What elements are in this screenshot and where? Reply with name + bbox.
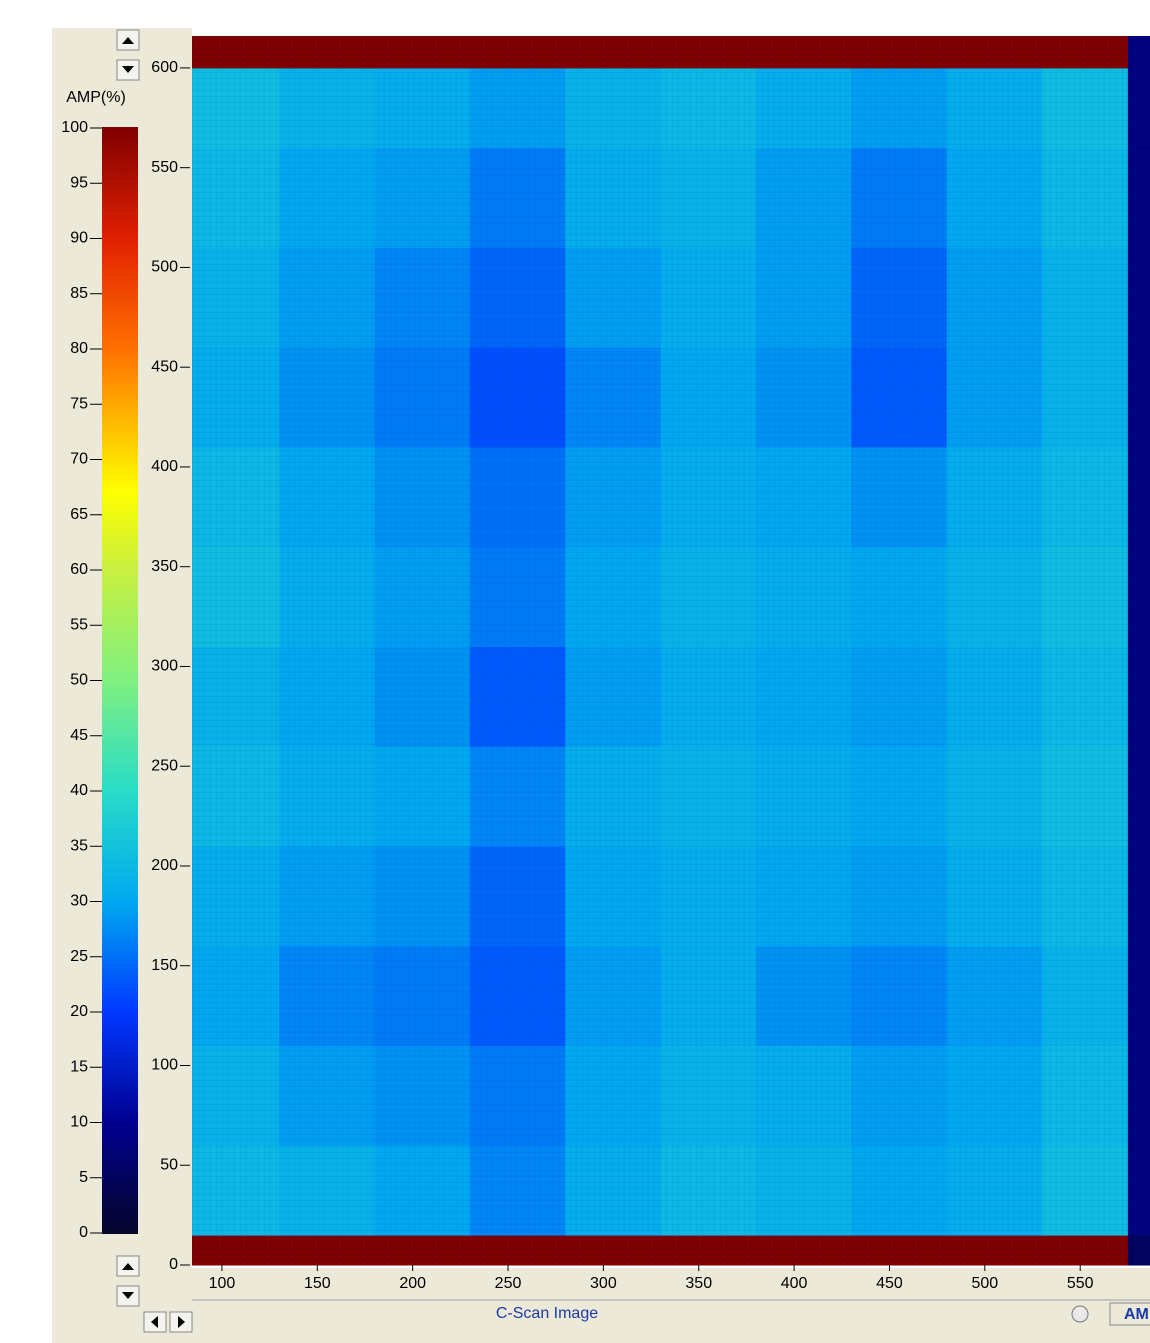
axis-panel <box>142 28 192 1343</box>
colorbar-tick-label: 50 <box>70 672 88 689</box>
colorbar-tick-label: 85 <box>70 285 88 302</box>
colorbar-tick-label: 100 <box>61 119 88 136</box>
x-tick-label: 100 <box>209 1275 236 1292</box>
scroll-up-top[interactable] <box>117 30 139 50</box>
colorbar-tick-label: 0 <box>79 1224 88 1241</box>
status-text: C-Scan Image <box>496 1305 598 1322</box>
colorbar-tick-label: 35 <box>70 837 88 854</box>
y-tick-label: 50 <box>160 1156 178 1173</box>
y-tick-label: 500 <box>151 259 178 276</box>
colorbar-tick-label: 95 <box>70 174 88 191</box>
scroll-down-bottom[interactable] <box>117 1286 139 1306</box>
scroll-up-bottom[interactable] <box>117 1256 139 1276</box>
y-tick-label: 350 <box>151 558 178 575</box>
x-tick-label: 200 <box>399 1275 426 1292</box>
colorbar-title: AMP(%) <box>66 89 126 106</box>
scroll-left[interactable] <box>144 1312 166 1332</box>
scroll-right[interactable] <box>170 1312 192 1332</box>
y-tick-label: 400 <box>151 458 178 475</box>
colorbar-tick-label: 75 <box>70 395 88 412</box>
colorbar-tick-label: 15 <box>70 1058 88 1075</box>
mode-button[interactable]: AM <box>1124 1306 1149 1323</box>
x-tick-label: 150 <box>304 1275 331 1292</box>
texture <box>192 36 1150 1265</box>
colorbar-tick-label: 70 <box>70 451 88 468</box>
x-tick-label: 300 <box>590 1275 617 1292</box>
colorbar-tick-label: 30 <box>70 893 88 910</box>
y-tick-label: 300 <box>151 658 178 675</box>
colorbar-tick-label: 45 <box>70 727 88 744</box>
colorbar-tick-label: 60 <box>70 561 88 578</box>
x-tick-label: 250 <box>495 1275 522 1292</box>
colorbar-tick-label: 20 <box>70 1003 88 1020</box>
colorbar-tick-label: 25 <box>70 948 88 965</box>
x-tick-label: 400 <box>781 1275 808 1292</box>
x-tick-label: 550 <box>1067 1275 1094 1292</box>
y-tick-label: 100 <box>151 1057 178 1074</box>
y-tick-label: 550 <box>151 159 178 176</box>
x-tick-label: 350 <box>685 1275 712 1292</box>
colorbar <box>102 127 138 1234</box>
colorbar-tick-label: 90 <box>70 230 88 247</box>
y-tick-label: 200 <box>151 857 178 874</box>
bottom-panel <box>142 1268 1150 1343</box>
colorbar-tick-label: 65 <box>70 506 88 523</box>
colorbar-tick-label: 40 <box>70 782 88 799</box>
y-tick-label: 150 <box>151 957 178 974</box>
x-tick-label: 450 <box>876 1275 903 1292</box>
colorbar-tick-label: 5 <box>79 1169 88 1186</box>
y-tick-label: 600 <box>151 59 178 76</box>
y-tick-label: 450 <box>151 358 178 375</box>
y-tick-label: 0 <box>169 1256 178 1273</box>
scroll-down-top[interactable] <box>117 60 139 80</box>
x-tick-label: 500 <box>971 1275 998 1292</box>
colorbar-tick-label: 80 <box>70 340 88 357</box>
y-tick-label: 250 <box>151 757 178 774</box>
radio-button[interactable] <box>1072 1306 1088 1322</box>
colorbar-tick-label: 55 <box>70 616 88 633</box>
colorbar-tick-label: 10 <box>70 1114 88 1131</box>
